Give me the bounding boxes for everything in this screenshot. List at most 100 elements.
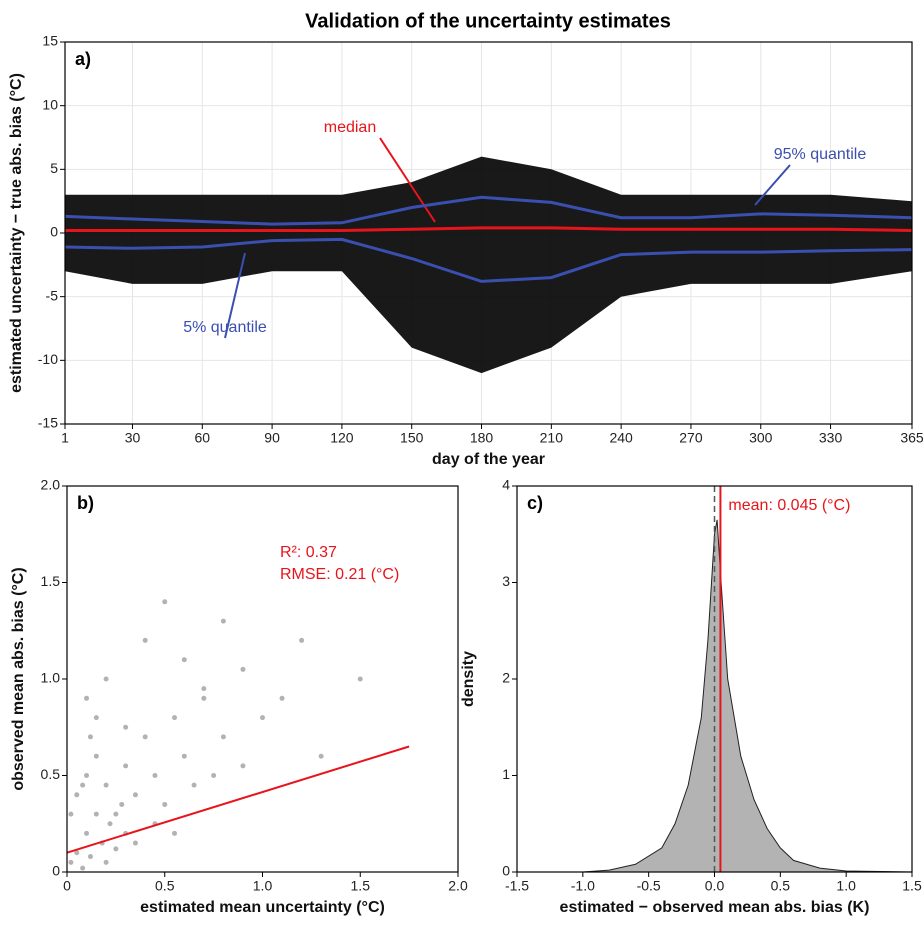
y-tick-label: 5	[50, 160, 58, 176]
x-tick-label: 1.5	[351, 878, 371, 894]
x-tick-label: 0	[63, 878, 71, 894]
scatter-point	[142, 734, 148, 740]
scatter-point	[68, 859, 74, 865]
x-tick-label: 60	[194, 430, 210, 446]
x-tick-label: 210	[540, 430, 564, 446]
scatter-point	[240, 763, 246, 769]
density-area	[517, 519, 913, 873]
plot-background	[67, 486, 458, 872]
x-axis-title: day of the year	[432, 451, 545, 468]
figure-title: Validation of the uncertainty estimates	[305, 10, 671, 32]
scatter-point	[87, 734, 93, 740]
scatter-point	[201, 686, 207, 692]
scatter-point	[113, 846, 119, 852]
x-axis-title: estimated mean uncertainty (°C)	[140, 899, 385, 916]
x-tick-label: 240	[609, 430, 633, 446]
x-tick-label: 120	[330, 430, 354, 446]
panel-label: c)	[527, 493, 543, 513]
scatter-point	[142, 637, 148, 643]
x-tick-label: 1.0	[253, 878, 273, 894]
x-tick-label: 300	[749, 430, 773, 446]
y-tick-label: 1.0	[41, 670, 61, 686]
scatter-point	[191, 782, 197, 788]
y-tick-label: 1	[502, 766, 510, 782]
scatter-point	[119, 801, 125, 807]
plot-frame	[66, 485, 459, 873]
y-tick-label: 0	[52, 863, 60, 879]
scatter-point	[84, 773, 90, 778]
annotation: RMSE: 0.21 (°C)	[280, 566, 399, 583]
y-axis-title: density	[460, 651, 477, 707]
scatter-point	[74, 792, 80, 798]
y-tick-label: 0	[50, 224, 58, 240]
scatter-point	[172, 715, 178, 721]
scatter-point	[181, 657, 187, 663]
scatter-point	[132, 840, 138, 846]
scatter-point	[68, 811, 74, 817]
x-tick-label: -1.5	[505, 878, 529, 894]
quantile-line	[64, 237, 913, 283]
scatter-point	[172, 830, 178, 836]
x-tick-label: 150	[400, 430, 424, 446]
quantile-line	[65, 226, 913, 232]
panel-label: b)	[77, 493, 94, 513]
scatter-point	[84, 830, 90, 836]
scatter-point	[93, 715, 99, 721]
series-label: 5% quantile	[183, 319, 267, 336]
series-label: median	[324, 119, 376, 136]
x-tick-label: 330	[819, 430, 843, 446]
x-tick-label: 1.5	[902, 878, 922, 894]
scatter-point	[123, 724, 129, 730]
y-tick-label: 15	[42, 33, 58, 49]
scatter-point	[220, 618, 226, 624]
scatter-cloud	[65, 156, 912, 374]
x-tick-label: 365	[900, 430, 924, 446]
y-axis-title: observed mean abs. bias (°C)	[10, 567, 27, 790]
x-tick-label: -1.0	[571, 878, 595, 894]
y-tick-label: 1.5	[41, 573, 61, 589]
scatter-point	[279, 695, 285, 701]
y-tick-label: 2	[502, 670, 510, 686]
scatter-point	[162, 801, 168, 807]
annotation: R²: 0.37	[280, 544, 337, 561]
scatter-point	[103, 782, 109, 788]
x-tick-label: 0.0	[705, 878, 725, 894]
scatter-point	[220, 734, 226, 740]
x-tick-label: 1	[61, 430, 69, 446]
x-tick-label: 2.0	[448, 878, 468, 894]
x-tick-label: 0.5	[155, 878, 175, 894]
y-tick-label: 3	[502, 573, 510, 589]
y-tick-label: -15	[38, 415, 58, 431]
plot-frame	[64, 41, 913, 425]
scatter-point	[103, 676, 109, 682]
scatter-point	[299, 637, 305, 643]
scatter-point	[113, 811, 119, 817]
series-label: 95% quantile	[774, 146, 867, 163]
scatter-point	[93, 811, 99, 817]
scatter-point	[93, 753, 99, 759]
scatter-point	[123, 763, 129, 769]
plot-frame	[516, 485, 913, 873]
scatter-point	[80, 865, 86, 871]
scatter-point	[318, 753, 324, 759]
x-tick-label: 30	[125, 430, 141, 446]
scatter-point	[132, 792, 138, 798]
scatter-point	[80, 782, 86, 788]
y-tick-label: 4	[502, 477, 510, 493]
x-tick-label: 90	[264, 430, 280, 446]
x-tick-label: 270	[679, 430, 703, 446]
scatter-point	[74, 850, 80, 856]
x-tick-label: 180	[470, 430, 494, 446]
x-tick-label: 1.0	[836, 878, 856, 894]
scatter-point	[103, 859, 109, 865]
y-tick-label: 2.0	[41, 477, 61, 493]
y-tick-label: -10	[38, 351, 58, 367]
y-tick-label: -5	[46, 287, 59, 303]
y-tick-label: 0.5	[41, 766, 61, 782]
scatter-point	[84, 695, 90, 701]
annotation-arrow	[224, 252, 246, 339]
x-axis-title: estimated − observed mean abs. bias (K)	[560, 899, 870, 916]
reference-label: mean: 0.045 (°C)	[728, 497, 850, 514]
annotation-arrow	[754, 164, 791, 206]
